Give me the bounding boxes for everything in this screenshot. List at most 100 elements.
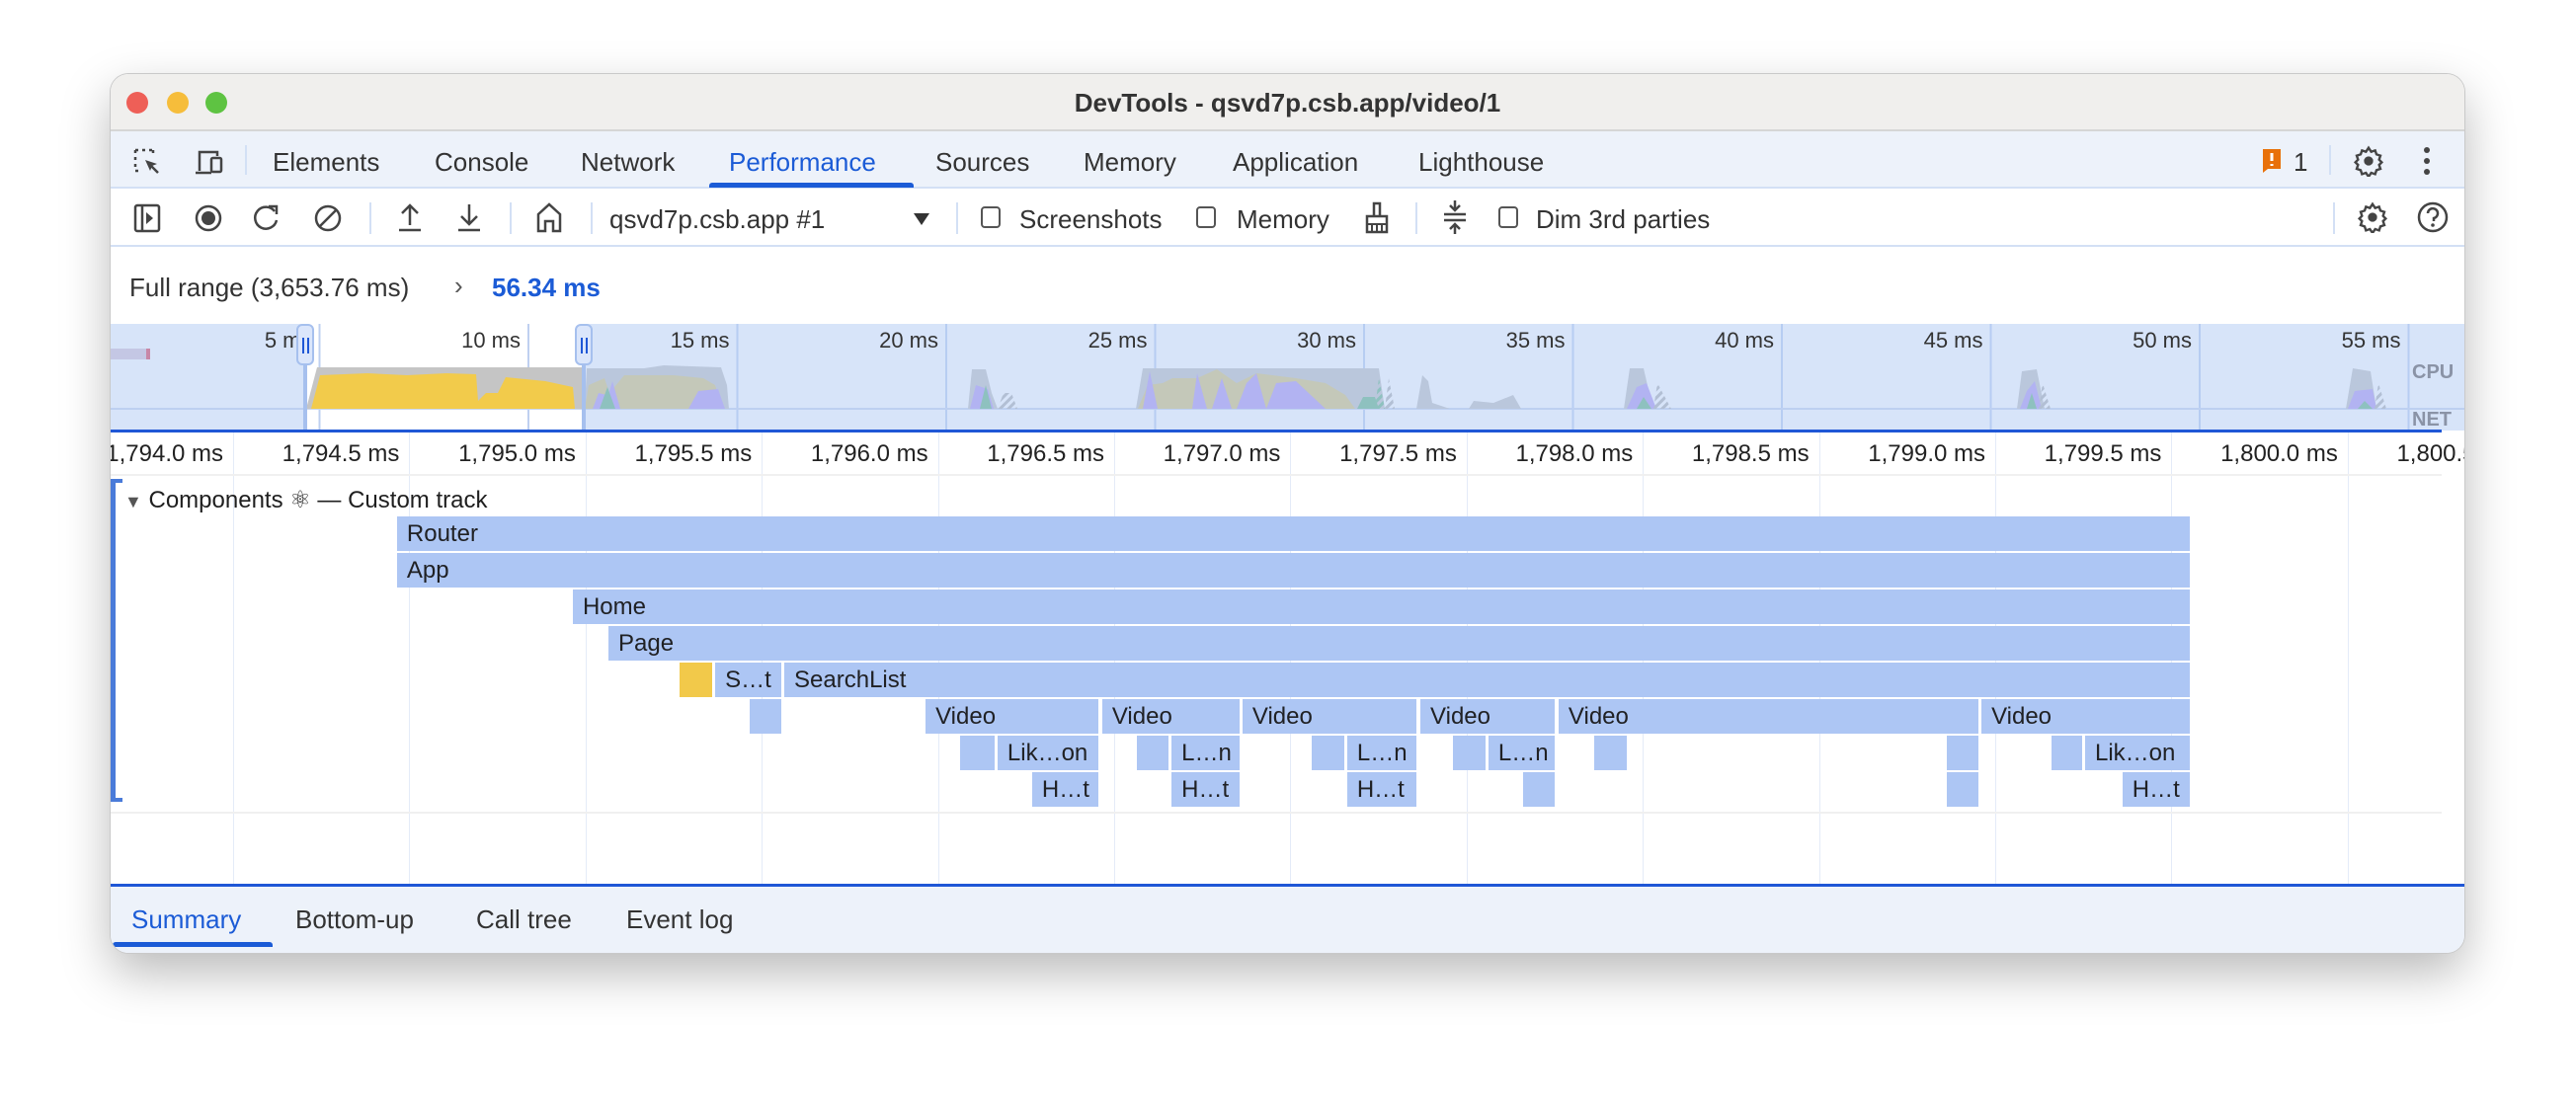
download-profile-icon[interactable] [456,201,482,233]
overview-tick-label: 45 ms [1923,328,1983,353]
expand-triangle-icon[interactable]: ▼ [124,492,142,511]
flame-entry-video[interactable]: Video [1101,699,1241,734]
title-bar: DevTools - qsvd7p.csb.app/video/1 [111,74,2464,131]
flame-entry-ht[interactable]: H…t [2122,772,2191,807]
settings-gear-icon[interactable] [2353,145,2384,177]
clear-icon[interactable] [313,203,343,233]
cpu-activity-chart [111,324,2464,432]
record-icon[interactable] [194,203,223,233]
flame-entry-ht[interactable]: H…t [1171,772,1241,807]
track-header[interactable]: ▼ Components ⚛ — Custom track [124,486,487,514]
tab-network[interactable]: Network [581,147,676,177]
minimize-window-button[interactable] [167,92,189,114]
ruler-gridline [1466,432,1468,474]
flame-entry-ln[interactable]: L…n [1171,736,1241,770]
ruler-gridline [2347,432,2349,474]
flame-entry-st[interactable]: S…t [715,663,781,697]
inspect-element-icon[interactable] [132,147,162,177]
flame-entry-video[interactable]: Video [1981,699,2191,734]
zoom-window-button[interactable] [205,92,227,114]
flame-entry-home[interactable]: Home [572,589,2191,624]
flame-chart[interactable]: ▼ Components ⚛ — Custom track Router App H… [111,476,2442,884]
details-tab-summary[interactable]: Summary [131,904,242,934]
screenshots-checkbox[interactable] [981,206,1001,228]
flame-entry-page[interactable]: Page [607,626,2191,661]
ruler-gridline [1643,432,1645,474]
flame-entry[interactable] [1452,736,1487,770]
upload-profile-icon[interactable] [397,201,423,233]
selection-end-handle[interactable] [575,324,593,365]
breadcrumb-chevron-icon: › [454,271,463,300]
flame-entry-likon[interactable]: Lik…on [997,736,1098,770]
screenshots-label[interactable]: Screenshots [1019,204,1163,234]
flame-entry[interactable] [1522,772,1556,807]
breadcrumb-full-range[interactable]: Full range (3,653.76 ms) [129,273,410,302]
flame-gridline [585,476,587,884]
details-tab-call-tree[interactable]: Call tree [476,904,572,934]
reload-record-icon[interactable] [253,203,281,233]
details-tab-event-log[interactable]: Event log [626,904,734,934]
flame-entry-searchlist[interactable]: SearchList [784,663,2191,697]
flame-entry[interactable] [1136,736,1168,770]
flame-entry-ht[interactable]: H…t [1346,772,1416,807]
tab-memory[interactable]: Memory [1084,147,1176,177]
memory-checkbox[interactable] [1196,206,1216,228]
collect-garbage-broom-icon[interactable] [1363,200,1391,234]
memory-label[interactable]: Memory [1237,204,1329,234]
ruler-tick-label: 1,799.5 ms [2044,440,2162,467]
home-icon[interactable] [535,201,563,233]
ruler-gridline [1114,432,1115,474]
collapse-tracks-icon[interactable] [1442,198,1468,236]
tab-performance[interactable]: Performance [729,147,876,177]
overview-tick-label: 55 ms [2341,328,2401,353]
overview-tick-label: 15 ms [670,328,730,353]
flame-entry-video[interactable]: Video [1420,699,1556,734]
flame-entry[interactable] [750,699,781,734]
tab-elements[interactable]: Elements [273,147,380,177]
flame-entry[interactable] [1947,736,1978,770]
flame-entry-ln[interactable]: L…n [1488,736,1556,770]
breadcrumb-selected-range[interactable]: 56.34 ms [492,273,601,302]
flame-entry[interactable] [2052,736,2082,770]
close-window-button[interactable] [126,92,148,114]
ruler-gridline [1818,432,1820,474]
flame-entry-likon[interactable]: Lik…on [2084,736,2190,770]
ruler-tick-label: 1,800.5 ms [2396,440,2464,467]
track-title: Components ⚛ — Custom track [148,487,488,513]
flame-entry-router[interactable]: Router [396,516,2191,551]
flame-entry-ht[interactable]: H…t [1031,772,1098,807]
flame-entry-video[interactable]: Video [926,699,1098,734]
capture-settings-gear-icon[interactable] [2357,201,2388,233]
flame-entry[interactable] [1593,736,1627,770]
tab-console[interactable]: Console [435,147,529,177]
tab-sources[interactable]: Sources [935,147,1030,177]
ruler-tick-label: 1,796.5 ms [987,440,1104,467]
flame-entry[interactable] [680,663,712,697]
device-toolbar-icon[interactable] [194,147,225,177]
timeline-overview[interactable]: 5 ms 10 ms 15 ms 20 ms 25 ms 30 ms 35 ms 40 ms 4… [111,324,2464,432]
details-tab-bottom-up[interactable]: Bottom-up [295,904,414,934]
overview-tick-label: 30 ms [1297,328,1356,353]
dim-third-parties-checkbox[interactable] [1498,206,1518,228]
flame-entry-ln[interactable]: L…n [1346,736,1416,770]
toggle-sidebar-icon[interactable] [133,203,161,233]
flame-gridline [2347,476,2349,884]
issue-flag-icon[interactable] [2260,147,2284,175]
flame-entry[interactable] [1312,736,1345,770]
flame-entry[interactable] [960,736,996,770]
issues-count[interactable]: 1 [2294,147,2308,177]
flame-gridline [233,476,234,884]
ruler-tick-label: 1,794.0 ms [111,440,223,467]
flame-entry-video[interactable]: Video [1558,699,1978,734]
flame-entry-video[interactable]: Video [1242,699,1416,734]
tab-lighthouse[interactable]: Lighthouse [1418,147,1545,177]
help-icon[interactable] [2416,200,2450,234]
dim-third-parties-label[interactable]: Dim 3rd parties [1536,204,1711,234]
tab-application[interactable]: Application [1233,147,1359,177]
flame-entry[interactable] [1947,772,1978,807]
selection-start-handle[interactable] [296,324,314,365]
more-options-icon[interactable] [2422,145,2432,177]
ruler-gridline [2171,432,2173,474]
flame-entry-app[interactable]: App [396,553,2191,588]
overview-tick-label: 20 ms [879,328,938,353]
